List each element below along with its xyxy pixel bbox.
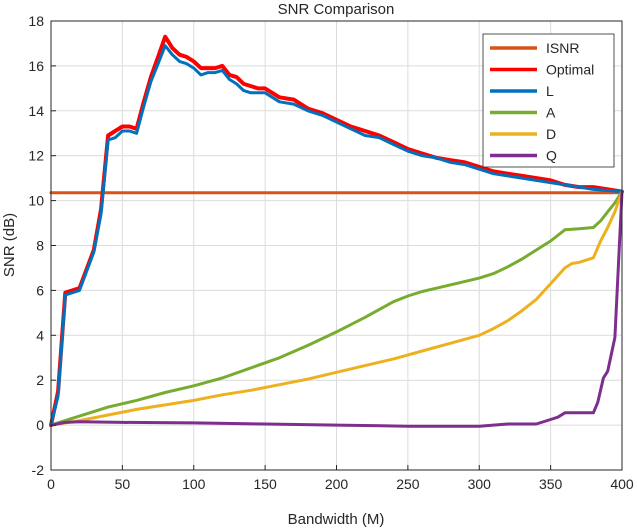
y-tick-label: 10 bbox=[28, 193, 44, 209]
x-axis-label: Bandwidth (M) bbox=[288, 511, 385, 528]
legend-box bbox=[482, 33, 615, 168]
series-lines bbox=[49, 34, 624, 428]
series-line-optimal bbox=[49, 34, 624, 428]
x-tick-label: 250 bbox=[396, 476, 420, 492]
legend-label-optimal: Optimal bbox=[546, 62, 594, 78]
series-line-l bbox=[49, 44, 624, 427]
legend-label-isnr: ISNR bbox=[546, 40, 579, 56]
y-tick-label: -2 bbox=[32, 462, 45, 478]
legend-label-l: L bbox=[546, 83, 554, 99]
x-tick-label: 100 bbox=[182, 476, 206, 492]
y-tick-label: 14 bbox=[28, 103, 44, 119]
series-line-q bbox=[49, 190, 624, 428]
x-tick-label: 150 bbox=[253, 476, 277, 492]
y-tick-label: 6 bbox=[36, 282, 44, 298]
y-tick-label: 16 bbox=[28, 58, 44, 74]
x-tick-label: 50 bbox=[115, 476, 131, 492]
y-tick-label: 4 bbox=[36, 327, 44, 343]
y-axis-label: SNR (dB) bbox=[1, 213, 18, 277]
x-tick-label: 200 bbox=[325, 476, 349, 492]
x-axis: 0 50 100 150 200 250 300 350 400 bbox=[47, 465, 634, 492]
legend-label-a: A bbox=[546, 105, 556, 121]
y-axis: -2 0 2 4 6 8 10 12 14 16 18 bbox=[28, 13, 56, 478]
x-tick-label: 0 bbox=[47, 476, 55, 492]
x-tick-label: 300 bbox=[468, 476, 492, 492]
x-tick-label: 350 bbox=[539, 476, 563, 492]
y-tick-label: 8 bbox=[36, 238, 44, 254]
series-line-a bbox=[49, 190, 624, 427]
series-line-d bbox=[49, 190, 624, 427]
legend-label-q: Q bbox=[546, 148, 557, 164]
chart-title: SNR Comparison bbox=[278, 1, 395, 18]
legend-label-d: D bbox=[546, 126, 556, 142]
x-tick-label: 400 bbox=[610, 476, 634, 492]
y-tick-label: 0 bbox=[36, 417, 44, 433]
y-tick-label: 2 bbox=[36, 372, 44, 388]
y-tick-label: 18 bbox=[28, 13, 44, 29]
y-tick-label: 12 bbox=[28, 148, 44, 164]
